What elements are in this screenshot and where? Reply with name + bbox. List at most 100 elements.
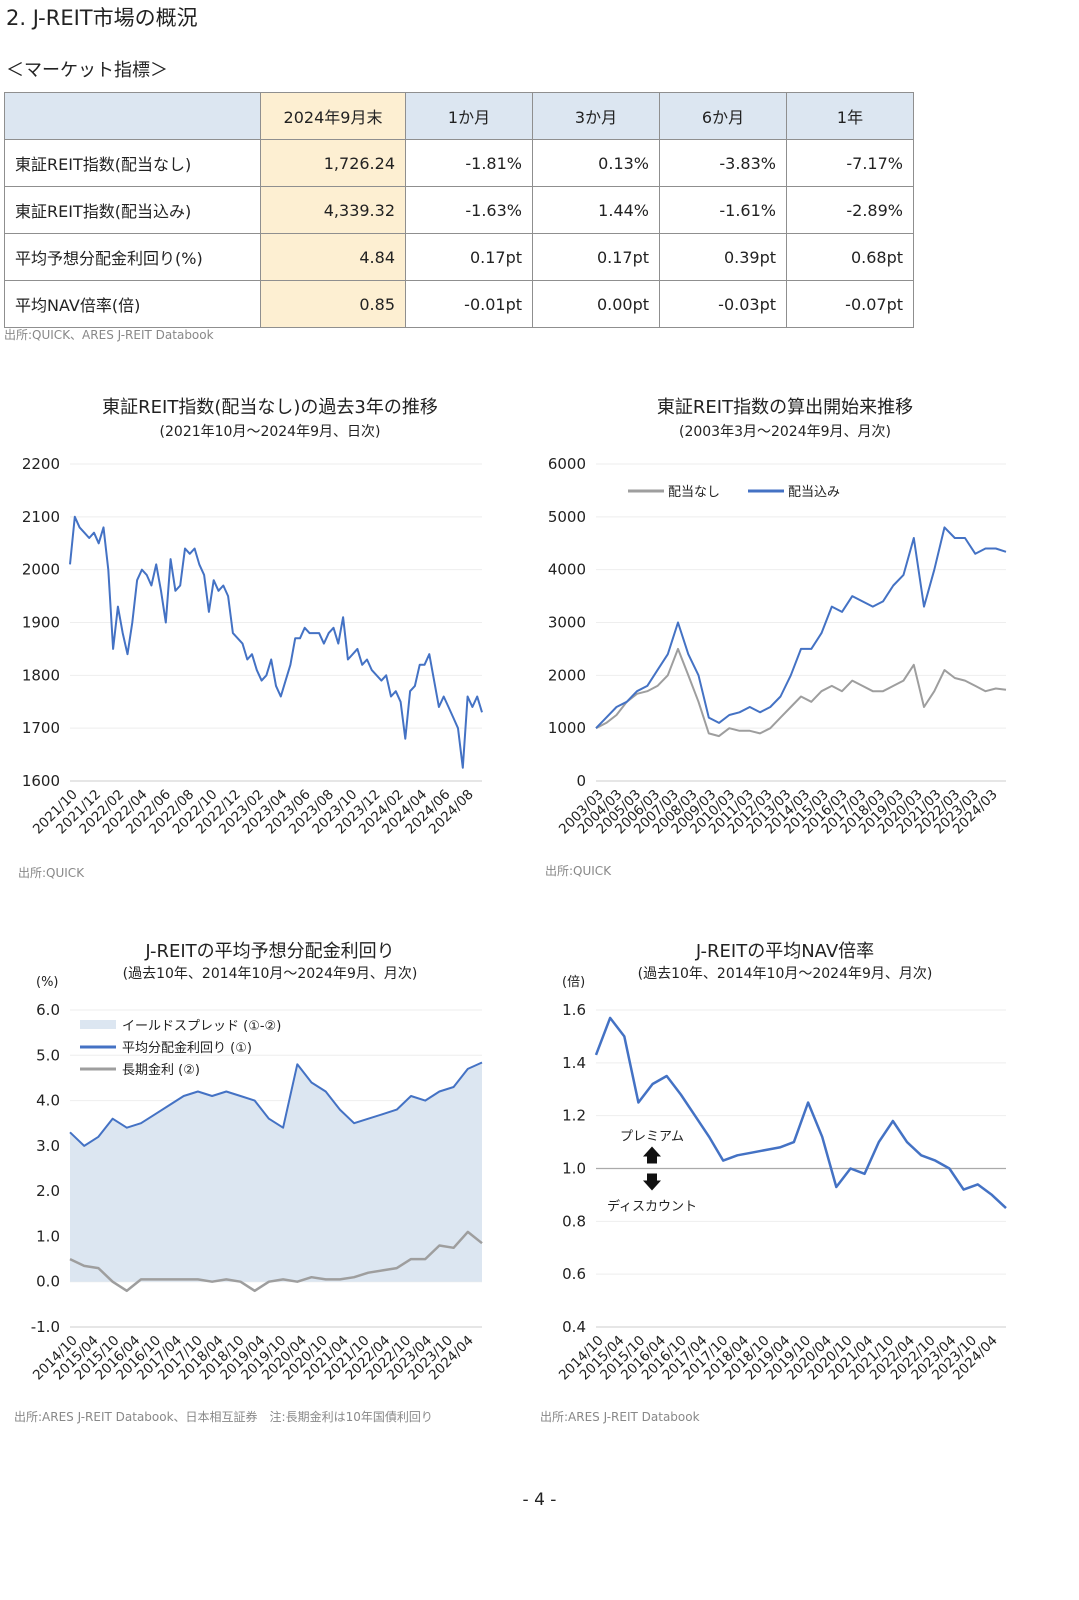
y-tick-label: 5000 [548,508,586,526]
y-tick-label: 0 [576,772,586,790]
chart1-svg: 22002100200019001800170016002021/102021/… [22,455,483,837]
table-cell: -1.61% [659,186,787,234]
market-indicators-table: 2024年9月末 1か月 3か月 6か月 1年 東証REIT指数(配当なし) 1… [4,92,914,328]
y-tick-label: 2200 [22,455,60,473]
page-number: - 4 - [522,1490,557,1510]
section-title: 2. J-REIT市場の概況 [6,6,198,30]
y-tick-label: 1.4 [562,1054,586,1072]
table-cell: 0.13% [532,139,660,187]
y-tick-label: 1000 [548,719,586,737]
chart2-subtitle: (2003年3月～2024年9月、月次) [679,424,891,440]
table-cell: 1,726.24 [260,139,406,187]
chart3-title: J-REITの平均予想分配金利回り [145,941,395,962]
subsection-title: ＜マーケット指標＞ [6,60,168,81]
series-line-reit-index [69,515,483,769]
y-tick-label: 6.0 [36,1001,60,1019]
y-axis-unit-label: (倍) [562,975,585,990]
table-header-cell: 3か月 [532,92,660,140]
y-tick-label: 1800 [22,666,60,684]
table-cell: -1.63% [405,186,533,234]
row-label: 東証REIT指数(配当なし) [4,139,261,187]
premium-label: プレミアム [620,1130,684,1145]
chart2-svg: 60005000400030002000100002003/032004/032… [548,455,1007,837]
table-row: 平均NAV倍率(倍) 0.85 -0.01pt 0.00pt -0.03pt -… [4,280,914,328]
row-label: 平均予想分配金利回り(%) [4,233,261,281]
legend-label: イールドスプレッド (①-②) [122,1019,281,1034]
table-cell: 0.17pt [532,233,660,281]
y-tick-label: 3000 [548,614,586,632]
table-cell: 0.85 [260,280,406,328]
series-line-long-rate [69,1230,483,1293]
legend-label: 配当込み [788,485,840,500]
table-header-cell: 2024年9月末 [260,92,406,140]
y-tick-label: 2100 [22,508,60,526]
y-tick-label: 1.0 [562,1160,586,1178]
table-header-cell: 1年 [786,92,914,140]
series-line-no-dividend [595,647,1007,738]
chart3-source-note: 出所:ARES J-REIT Databook、日本相互証券 注:長期金利は10… [14,1410,433,1424]
y-axis-unit-label: (%) [36,975,59,990]
row-label: 平均NAV倍率(倍) [4,280,261,328]
chart2-title: 東証REIT指数の算出開始来推移 [656,397,914,418]
y-tick-label: 1.2 [562,1107,586,1125]
up-arrow-icon [643,1146,661,1164]
y-tick-label: 2.0 [36,1182,60,1200]
y-tick-label: 0.4 [562,1318,586,1336]
table-cell: -0.07pt [786,280,914,328]
table-cell: -7.17% [786,139,914,187]
legend-swatch-area [80,1020,116,1029]
y-tick-label: 1900 [22,614,60,632]
yield-spread-area [70,1062,482,1282]
legend-label: 平均分配金利回り (①) [122,1040,252,1056]
table-header-cell: 1か月 [405,92,533,140]
table-row: 平均予想分配金利回り(%) 4.84 0.17pt 0.17pt 0.39pt … [4,233,914,281]
y-tick-label: -1.0 [31,1318,60,1336]
row-label: 東証REIT指数(配当込み) [4,186,261,234]
chart1-source-note: 出所:QUICK [18,866,85,880]
table-cell: 0.68pt [786,233,914,281]
table-row: 東証REIT指数(配当込み) 4,339.32 -1.63% 1.44% -1.… [4,186,914,234]
chart4-subtitle: (過去10年、2014年10月～2024年9月、月次) [637,966,933,982]
y-tick-label: 6000 [548,455,586,473]
y-tick-label: 4000 [548,561,586,579]
series-line-yield [69,1061,483,1147]
table-cell: 4.84 [260,233,406,281]
table-cell: 1.44% [532,186,660,234]
chart1-subtitle: (2021年10月～2024年9月、日次) [159,424,381,440]
chart4-svg: 1.61.41.21.00.80.60.42014/102015/042015/… [556,975,1007,1383]
y-tick-label: 3.0 [36,1137,60,1155]
down-arrow-icon [643,1173,661,1191]
table-cell: -2.89% [786,186,914,234]
legend-label: 配当なし [668,485,720,500]
series-line-nav [594,1016,1007,1210]
table-cell: -1.81% [405,139,533,187]
y-tick-label: 1700 [22,719,60,737]
table-cell: 0.39pt [659,233,787,281]
legend-label: 長期金利 (②) [122,1062,200,1078]
discount-label: ディスカウント [607,1199,697,1215]
chart4-title: J-REITの平均NAV倍率 [695,941,875,962]
table-header-row: 2024年9月末 1か月 3か月 6か月 1年 [4,92,914,140]
y-tick-label: 0.8 [562,1212,586,1230]
table-corner-cell [4,92,261,140]
table-cell: 0.00pt [532,280,660,328]
y-tick-label: 0.6 [562,1265,586,1283]
y-tick-label: 1.0 [36,1227,60,1245]
y-tick-label: 2000 [22,561,60,579]
table-cell: 0.17pt [405,233,533,281]
table-header-cell: 6か月 [659,92,787,140]
table-row: 東証REIT指数(配当なし) 1,726.24 -1.81% 0.13% -3.… [4,139,914,187]
series-line-with-dividend [595,526,1007,729]
y-tick-label: 4.0 [36,1092,60,1110]
table-cell: 4,339.32 [260,186,406,234]
y-tick-label: 0.0 [36,1273,60,1291]
table-cell: -0.01pt [405,280,533,328]
y-tick-label: 5.0 [36,1046,60,1064]
table-cell: -3.83% [659,139,787,187]
chart2-source-note: 出所:QUICK [545,864,612,878]
chart3-subtitle: (過去10年、2014年10月～2024年9月、月次) [122,966,418,982]
y-tick-label: 1.6 [562,1001,586,1019]
chart3-svg: 6.05.04.03.02.01.00.0-1.02014/102015/042… [30,975,483,1383]
y-tick-label: 2000 [548,666,586,684]
chart1-title: 東証REIT指数(配当なし)の過去3年の推移 [102,397,438,418]
